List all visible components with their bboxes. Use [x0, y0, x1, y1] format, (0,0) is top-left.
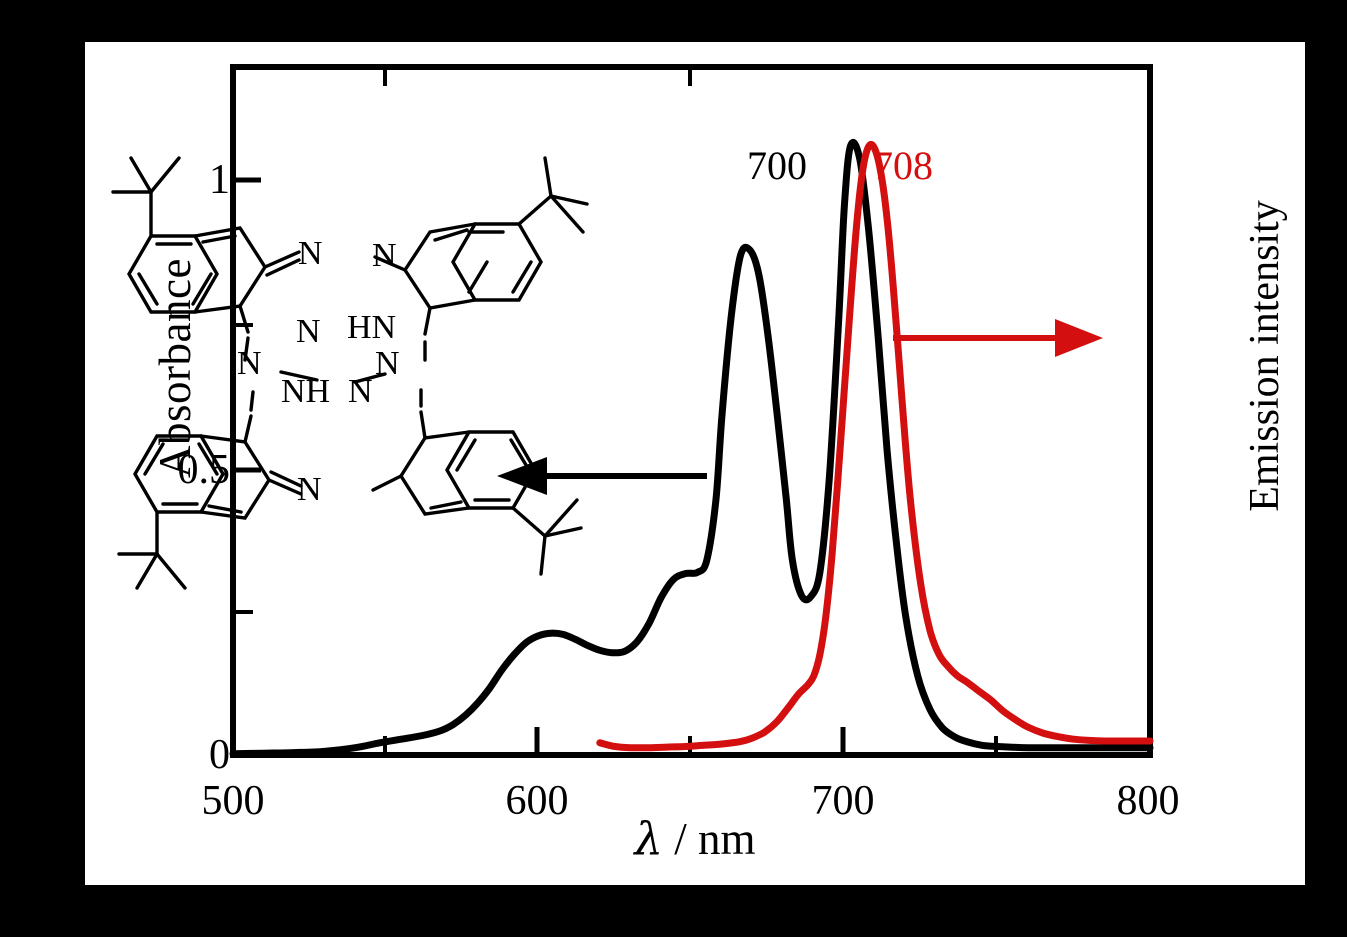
absorption-peak-label: 700 — [747, 143, 807, 188]
atom-label-n-upper-right: N — [372, 237, 397, 274]
plot-canvas: N N HN N N NH N N N — [111, 64, 1154, 758]
emission-curve — [596, 140, 1154, 752]
absorbance-arrow — [497, 457, 707, 495]
figure-panel: Absorbance Emission intensity λ / nm 0 0… — [85, 42, 1305, 885]
structure-atom-labels: N N HN N N NH N N N — [237, 235, 400, 508]
x-tick-label-700: 700 — [811, 778, 875, 824]
y-minor-ticks — [233, 323, 253, 614]
atom-label-nh-lower: NH — [281, 373, 330, 410]
y-major-ticks — [233, 177, 261, 758]
atom-label-n-right: N — [375, 345, 400, 382]
atom-label-n-left: N — [237, 345, 262, 382]
x-tick-label-500: 500 — [201, 778, 265, 824]
absorbance-curve — [229, 139, 1154, 758]
plot-frame — [230, 64, 1153, 758]
x-tick-label-600: 600 — [505, 778, 569, 824]
atom-label-n-upper-inner: N — [296, 313, 321, 350]
x-axis-units: / nm — [663, 814, 756, 864]
emission-arrow — [893, 319, 1103, 357]
x-axis-title: λ / nm — [85, 812, 1305, 865]
y-tick-label-1: 1 — [209, 157, 230, 203]
x-tick-label-800: 800 — [1116, 778, 1180, 824]
y-tick-label-0: 0 — [209, 732, 230, 778]
atom-label-n-bottom: N — [297, 471, 322, 508]
atom-label-n-lower-inner: N — [348, 373, 373, 410]
atom-label-n-top: N — [298, 235, 323, 272]
atom-label-hn-upper: HN — [347, 309, 396, 346]
x-major-ticks — [534, 727, 846, 755]
lambda-symbol: λ — [634, 812, 663, 865]
